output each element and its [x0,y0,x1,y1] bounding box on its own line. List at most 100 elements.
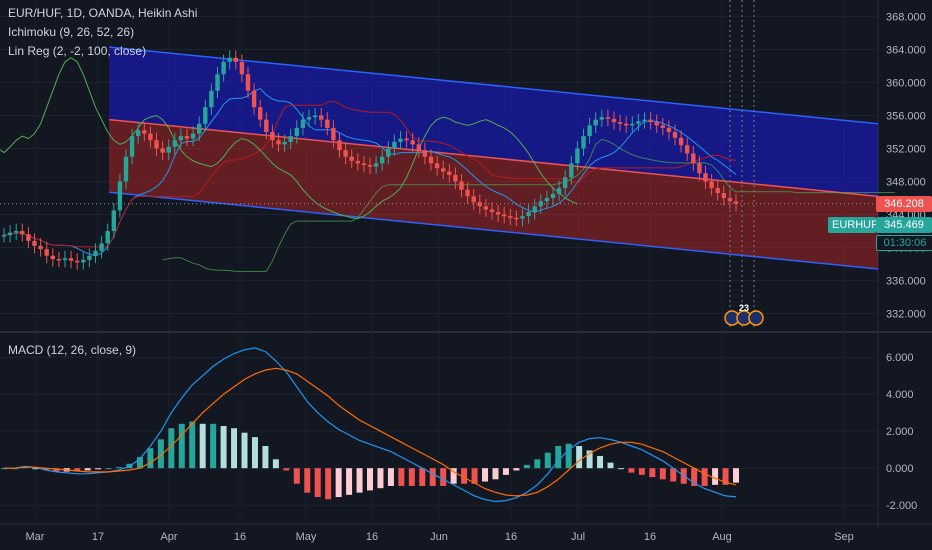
macd-histogram-bar [42,468,49,471]
candle-body [569,163,574,178]
candle-body [654,122,659,126]
linreg-upper-band [109,47,878,197]
candle-body [75,260,80,263]
macd-histogram-bar [147,448,154,469]
main-series-legend[interactable]: EUR/HUF, 1D, OANDA, Heikin Ashi [8,6,198,20]
candle-body [581,136,586,149]
candle-body [441,168,446,172]
macd-histogram-bar [419,468,426,486]
candle-body [264,119,269,132]
macd-histogram-bar [251,437,258,469]
candle-body [148,133,153,141]
macd-histogram-bar [304,468,311,493]
candle-body [123,156,129,182]
candle-body [624,123,629,126]
countdown-tag: 01:30:06 [876,235,932,251]
macd-histogram-bar [210,423,217,469]
candle-body [209,90,214,108]
macd-histogram-bar [429,468,436,486]
candle-body [1,235,7,237]
ichimoku-legend[interactable]: Ichimoku (9, 26, 52, 26) [8,25,135,39]
linreg-legend[interactable]: Lin Reg (2, -2, 100, close) [8,44,147,58]
candle-body [550,193,556,198]
macd-histogram-bar [199,423,206,469]
candle-body [727,198,733,202]
macd-histogram-bar [617,468,624,470]
candle-body [715,188,720,194]
macd-histogram-bar [178,423,185,469]
candle-body [288,136,293,142]
macd-histogram-bar [649,468,656,478]
macd-histogram-bar [231,428,238,469]
candle-body [709,181,714,189]
price-tick-label: 364.000 [886,45,926,57]
time-tick-label: 17 [92,531,104,543]
macd-histogram-bar [733,468,739,483]
candle-body [215,74,220,91]
time-tick-label: 16 [366,531,378,543]
candle-body [489,209,495,213]
candle-body [62,258,68,260]
macd-histogram-bar [377,468,384,489]
candle-body [660,125,665,128]
candle-body [349,156,354,161]
time-tick-label: 16 [505,531,517,543]
candle-body [166,146,171,153]
macd-histogram-bar [712,468,719,485]
candle-body [434,163,440,169]
macd-histogram-bar [116,467,123,469]
last-price-tag: 345.469 [876,217,932,233]
candle-body [556,188,562,194]
candle-body [270,132,275,141]
macd-histogram-bar [314,468,321,498]
time-tick-label: 16 [234,531,246,543]
candle-body [20,231,25,235]
macd-tick-label: 2.000 [886,426,914,438]
price-tick-label: 336.000 [886,276,926,288]
candle-body [380,156,385,164]
candle-body [422,150,428,157]
candle-body [721,193,726,198]
price-tick-label: 360.000 [886,78,926,90]
macd-tick-label: -2.000 [886,500,917,512]
macd-histogram-bar [356,468,363,493]
macd-histogram-bar [262,446,269,469]
candle-body [129,136,135,157]
ichimoku-chikou-line [0,57,578,220]
candle-body [453,174,458,182]
candle-body [532,206,537,213]
macd-histogram-bar [189,421,196,469]
candle-body [136,130,141,137]
candle-body [459,181,464,190]
candle-body [373,163,379,167]
candle-body [386,148,391,157]
candle-body [483,206,489,210]
macd-histogram-bar [220,426,227,469]
macd-histogram-bar [241,432,248,469]
candle-body [300,119,306,128]
macd-histogram-bar [74,468,81,472]
candle-body [14,231,19,233]
candle-body [7,232,13,236]
macd-histogram-bar [335,468,342,498]
macd-histogram-bar [32,468,39,470]
macd-legend[interactable]: MACD (12, 26, close, 9) [8,343,137,357]
candle-body [398,138,403,142]
macd-histogram-bar [387,468,394,486]
macd-histogram-bar [84,468,91,471]
linreg-lower-line [108,191,879,270]
macd-histogram-bar [450,468,457,484]
macd-tick-label: 4.000 [886,389,914,401]
candle-body [87,255,92,260]
candle-body [465,189,470,197]
price-tick-label: 332.000 [886,309,926,321]
candle-body [630,123,635,126]
macd-histogram-bar [670,468,677,482]
candle-body [514,217,519,220]
macd-histogram-bar [701,468,708,486]
macd-tick-label: 0.000 [886,463,914,475]
macd-histogram-bar [722,468,729,485]
macd-histogram-bar [555,446,562,469]
macd-histogram-bar [272,459,279,469]
